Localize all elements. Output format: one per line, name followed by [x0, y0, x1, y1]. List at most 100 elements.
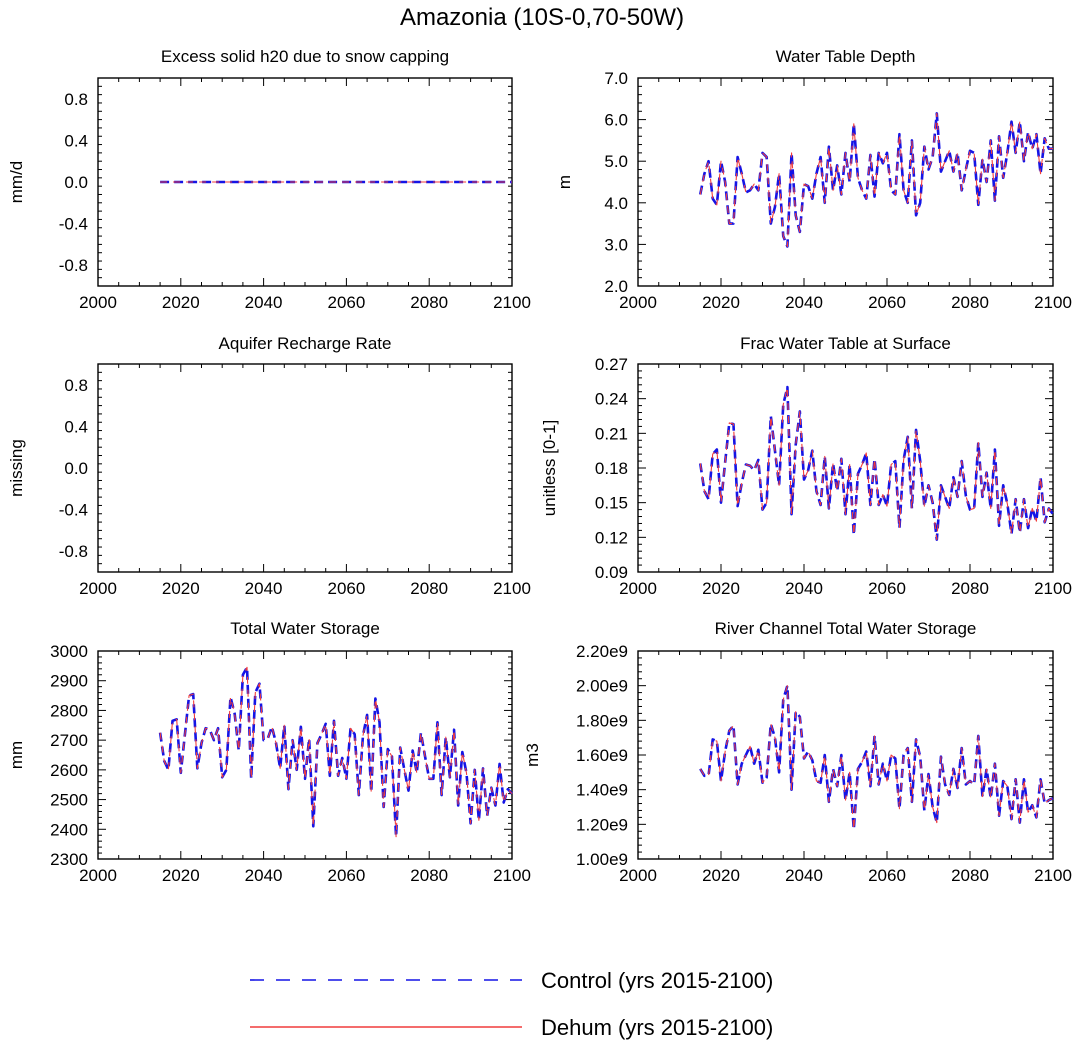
y-tick-label: 0.0 — [64, 459, 88, 478]
y-tick-label: -0.4 — [59, 501, 88, 520]
panel-water-table-depth: Water Table Depth 2000 2020 2040 2060 2080 210… — [555, 47, 1072, 312]
x-tick-label: 2000 — [79, 293, 117, 312]
panel-frac-water-table: Frac Water Table at Surface 2000 2020 2040 2… — [540, 334, 1072, 598]
y-tick-label: -0.4 — [59, 215, 88, 234]
y-tick-label: 2800 — [50, 701, 88, 720]
series-line-dehum — [699, 112, 1053, 248]
y-tick-label: 3000 — [50, 642, 88, 661]
y-axis-label: missing — [7, 439, 26, 497]
x-tick-label: 2100 — [1034, 293, 1072, 312]
y-tick-label: 0.21 — [595, 424, 628, 443]
plot-frame — [97, 650, 513, 860]
x-tick-label: 2080 — [951, 579, 989, 598]
y-tick-label: 2.20e9 — [576, 642, 628, 661]
y-tick-label: 3.0 — [604, 235, 628, 254]
x-tick-label: 2000 — [619, 293, 657, 312]
plot-frame — [637, 650, 1054, 860]
x-tick-label: 2080 — [951, 293, 989, 312]
panel-total-water-storage: Total Water Storage 2000 2020 2040 2060 2080 2… — [7, 619, 531, 885]
legend: Control (yrs 2015-2100) Dehum (yrs 2015-… — [250, 968, 773, 1040]
plot-frame — [637, 77, 1054, 287]
x-tick-label: 2100 — [493, 293, 531, 312]
y-tick-label: 0.15 — [595, 494, 628, 513]
y-tick-label: 4.0 — [604, 194, 628, 213]
panel-title: Frac Water Table at Surface — [740, 334, 951, 353]
y-tick-label: 6.0 — [604, 111, 628, 130]
y-tick-label: 0.24 — [595, 390, 628, 409]
y-tick-label: 0.0 — [64, 173, 88, 192]
x-tick-label: 2060 — [868, 293, 906, 312]
y-tick-label: -0.8 — [59, 542, 88, 561]
y-axis-label: m3 — [523, 743, 542, 767]
x-tick-label: 2020 — [702, 579, 740, 598]
x-tick-label: 2080 — [410, 866, 448, 885]
x-tick-label: 2060 — [327, 866, 365, 885]
y-tick-label: 2300 — [50, 850, 88, 869]
x-tick-label: 2040 — [785, 293, 823, 312]
x-tick-label: 2000 — [619, 579, 657, 598]
panel-title: Total Water Storage — [230, 619, 380, 638]
x-tick-label: 2020 — [702, 293, 740, 312]
x-tick-label: 2100 — [1034, 866, 1072, 885]
y-tick-label: 1.20e9 — [576, 815, 628, 834]
x-tick-label: 2040 — [245, 866, 283, 885]
x-tick-label: 2040 — [245, 293, 283, 312]
y-tick-label: 2400 — [50, 820, 88, 839]
x-tick-label: 2020 — [702, 866, 740, 885]
x-tick-label: 2000 — [79, 866, 117, 885]
panel-title: Aquifer Recharge Rate — [219, 334, 392, 353]
legend-label-control: Control (yrs 2015-2100) — [541, 968, 773, 993]
x-tick-label: 2100 — [1034, 579, 1072, 598]
x-tick-label: 2020 — [162, 293, 200, 312]
y-tick-label: 0.09 — [595, 563, 628, 582]
x-tick-label: 2020 — [162, 579, 200, 598]
legend-label-dehum: Dehum (yrs 2015-2100) — [541, 1015, 773, 1040]
panel-title: Excess solid h20 due to snow capping — [161, 47, 449, 66]
panel-excess-solid: Excess solid h20 due to snow capping 2000… — [7, 47, 531, 312]
panel-title: Water Table Depth — [776, 47, 916, 66]
x-tick-label: 2080 — [410, 579, 448, 598]
x-tick-label: 2000 — [79, 579, 117, 598]
series-line-dehum — [159, 666, 513, 838]
panel-aquifer-recharge: Aquifer Recharge Rate 2000 2020 2040 2060 208… — [7, 334, 531, 598]
y-tick-label: -0.8 — [59, 256, 88, 275]
y-axis-label: m — [555, 175, 574, 189]
x-tick-label: 2080 — [410, 293, 448, 312]
y-axis-label: unitless [0-1] — [540, 420, 559, 516]
y-tick-label: 1.00e9 — [576, 850, 628, 869]
x-tick-label: 2060 — [327, 293, 365, 312]
x-tick-label: 2080 — [951, 866, 989, 885]
y-tick-label: 2.0 — [604, 277, 628, 296]
x-tick-label: 2100 — [493, 866, 531, 885]
y-tick-label: 1.60e9 — [576, 746, 628, 765]
y-tick-label: 1.80e9 — [576, 711, 628, 730]
y-tick-label: 0.4 — [64, 131, 88, 150]
x-tick-label: 2040 — [785, 579, 823, 598]
y-tick-label: 0.4 — [64, 417, 88, 436]
y-tick-label: 2500 — [50, 791, 88, 810]
panel-title: River Channel Total Water Storage — [715, 619, 977, 638]
x-tick-label: 2040 — [785, 866, 823, 885]
y-tick-label: 0.8 — [64, 376, 88, 395]
y-tick-label: 7.0 — [604, 69, 628, 88]
panel-river-channel: River Channel Total Water Storage 2000 202… — [523, 619, 1072, 885]
y-tick-label: 0.8 — [64, 90, 88, 109]
y-tick-label: 0.12 — [595, 528, 628, 547]
x-tick-label: 2100 — [493, 579, 531, 598]
y-axis-label: mm — [7, 741, 26, 769]
y-tick-label: 2700 — [50, 731, 88, 750]
y-tick-label: 0.27 — [595, 355, 628, 374]
y-tick-label: 2.00e9 — [576, 677, 628, 696]
x-tick-label: 2040 — [245, 579, 283, 598]
series-line-dehum — [699, 685, 1054, 831]
x-tick-label: 2020 — [162, 866, 200, 885]
y-tick-label: 0.18 — [595, 459, 628, 478]
x-tick-label: 2000 — [619, 866, 657, 885]
x-tick-label: 2060 — [327, 579, 365, 598]
y-tick-label: 1.40e9 — [576, 781, 628, 800]
y-tick-label: 5.0 — [604, 152, 628, 171]
y-tick-label: 2600 — [50, 761, 88, 780]
x-tick-label: 2060 — [868, 866, 906, 885]
plot-frame — [97, 363, 513, 573]
